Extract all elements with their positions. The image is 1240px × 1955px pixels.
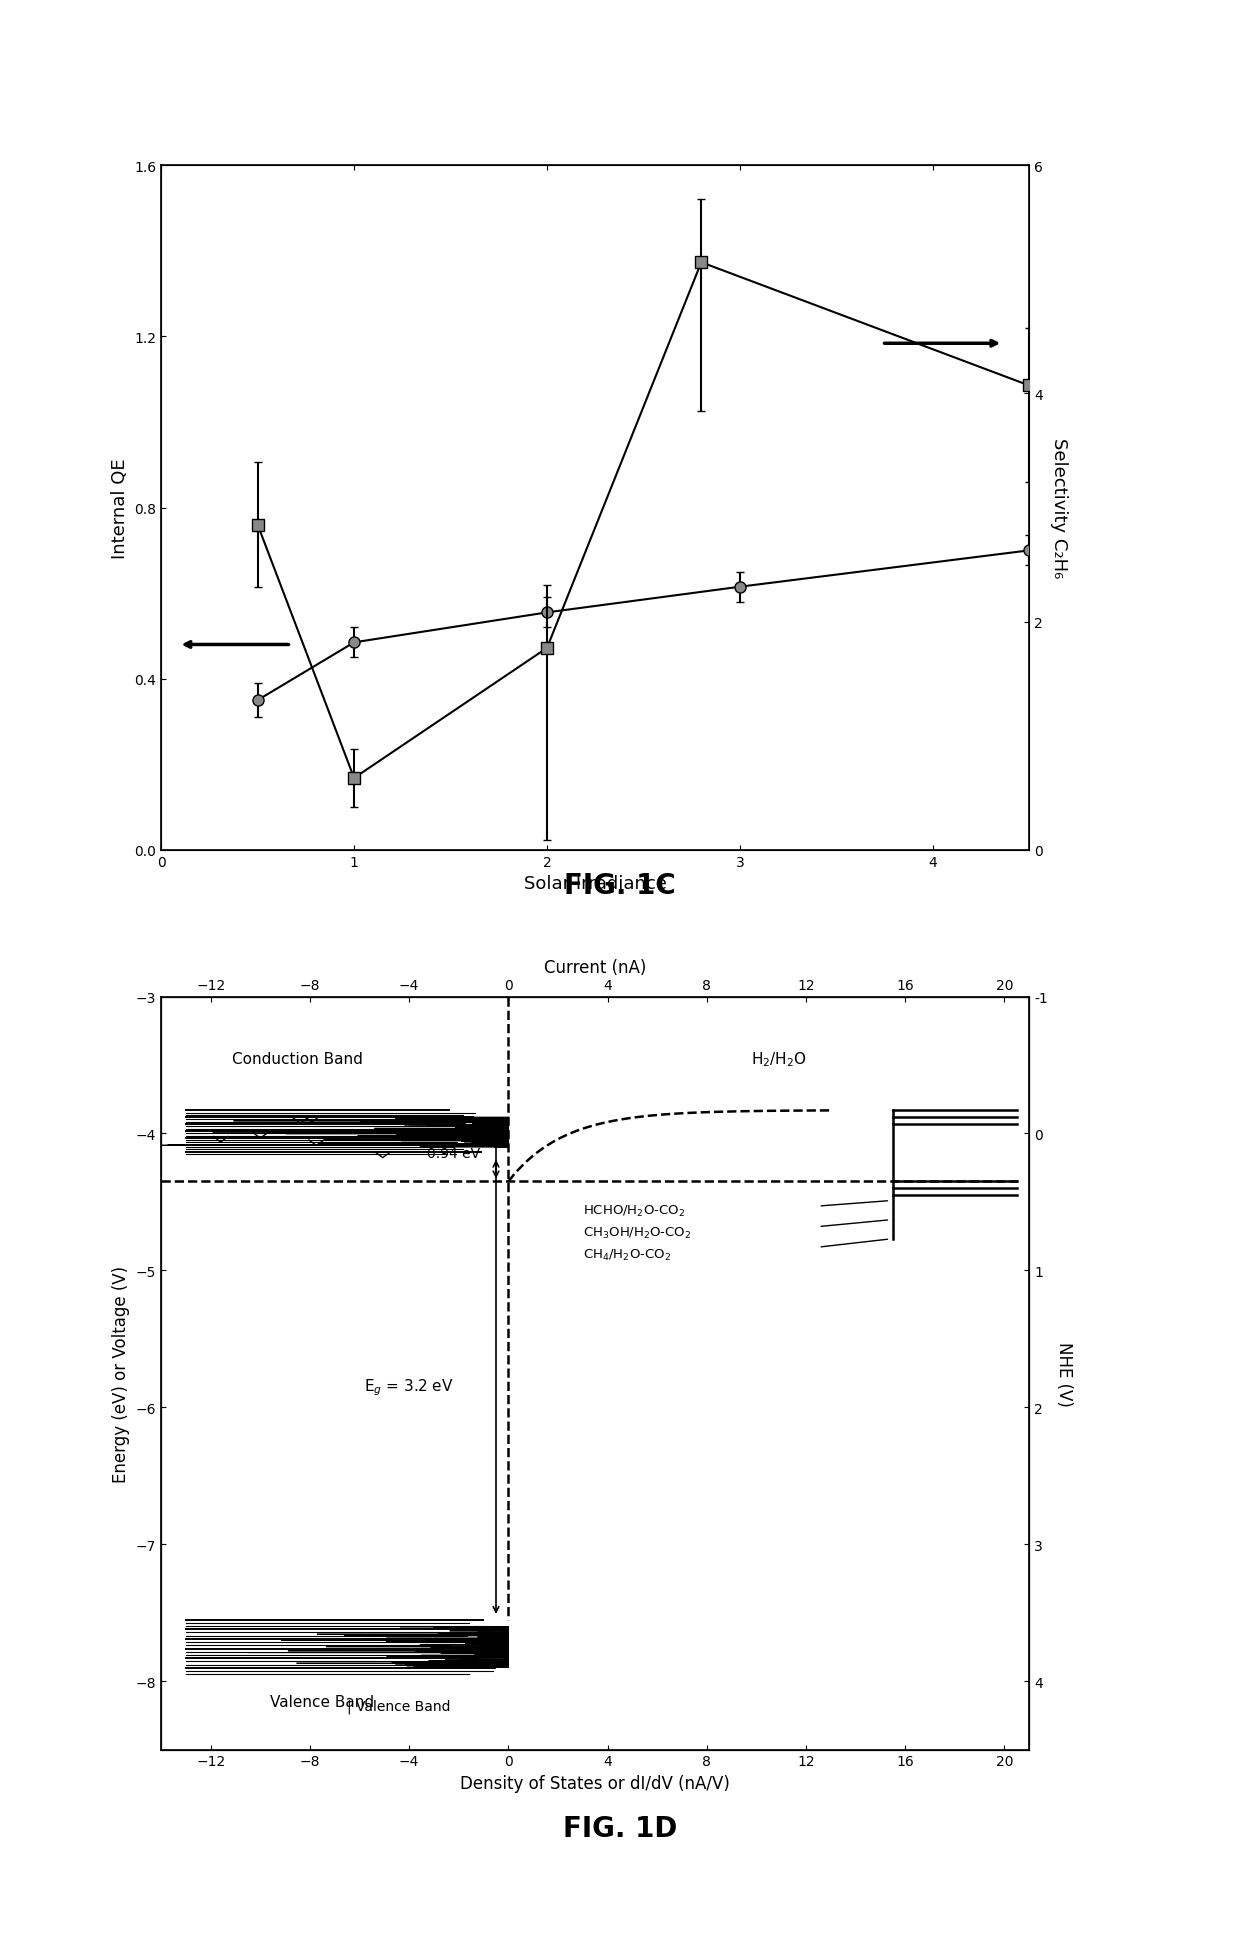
Text: CH$_3$OH/H$_2$O-CO$_2$: CH$_3$OH/H$_2$O-CO$_2$ xyxy=(583,1226,691,1239)
Text: FIG. 1D: FIG. 1D xyxy=(563,1814,677,1842)
Text: H$_2$/H$_2$O: H$_2$/H$_2$O xyxy=(751,1050,807,1067)
X-axis label: Current (nA): Current (nA) xyxy=(544,958,646,978)
Text: CH$_4$/H$_2$O-CO$_2$: CH$_4$/H$_2$O-CO$_2$ xyxy=(583,1247,671,1261)
Y-axis label: NHE (V): NHE (V) xyxy=(1055,1341,1073,1406)
Text: HCHO/H$_2$O-CO$_2$: HCHO/H$_2$O-CO$_2$ xyxy=(583,1202,684,1218)
Y-axis label: Internal QE: Internal QE xyxy=(110,457,129,559)
X-axis label: Density of States or dI/dV (nA/V): Density of States or dI/dV (nA/V) xyxy=(460,1773,730,1793)
Y-axis label: Energy (eV) or Voltage (V): Energy (eV) or Voltage (V) xyxy=(113,1265,130,1482)
Text: 0.94 eV: 0.94 eV xyxy=(428,1146,480,1159)
Text: Conduction Band: Conduction Band xyxy=(232,1052,363,1065)
Text: | Valence Band: | Valence Band xyxy=(347,1699,450,1713)
Text: E$_g$ = 3.2 eV: E$_g$ = 3.2 eV xyxy=(365,1376,454,1398)
Text: Valence Band: Valence Band xyxy=(270,1695,374,1709)
Text: FIG. 1C: FIG. 1C xyxy=(564,872,676,899)
X-axis label: Solar Irradiance: Solar Irradiance xyxy=(523,874,667,893)
Y-axis label: Selectivity C₂H₆: Selectivity C₂H₆ xyxy=(1050,438,1068,579)
